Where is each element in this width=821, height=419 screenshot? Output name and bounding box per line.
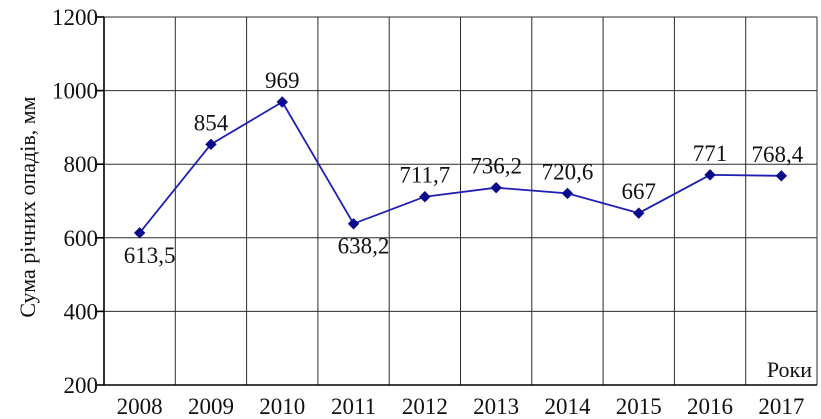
data-series bbox=[133, 96, 788, 239]
data-point bbox=[276, 96, 288, 108]
y-tick-label: 1200 bbox=[52, 5, 98, 30]
y-tick-label: 200 bbox=[64, 373, 99, 398]
data-label: 613,5 bbox=[124, 243, 176, 268]
x-tick-label: 2013 bbox=[473, 394, 519, 419]
data-point bbox=[490, 181, 502, 194]
y-axis-label: Сума річних опадів, мм bbox=[15, 96, 40, 317]
data-point bbox=[347, 218, 360, 230]
x-axis-label: Роки bbox=[767, 357, 812, 382]
x-tick-label: 2017 bbox=[758, 394, 804, 419]
data-label: 667 bbox=[622, 179, 657, 204]
x-tick-label: 2015 bbox=[616, 394, 662, 419]
data-point bbox=[133, 227, 146, 239]
axes bbox=[96, 16, 817, 386]
data-labels: 613,5 854 969 638,2 711,7 736,2 720,6 667 771 768… bbox=[124, 68, 804, 268]
data-label: 969 bbox=[265, 68, 300, 93]
tick-labels: 200 400 600 800 1000 1200 2008 2009 2010 2011 2012… bbox=[52, 5, 804, 419]
x-tick-label: 2014 bbox=[544, 394, 591, 419]
y-tick-label: 600 bbox=[64, 226, 99, 251]
data-label: 720,6 bbox=[542, 159, 594, 184]
x-tick-label: 2009 bbox=[188, 394, 234, 419]
data-point bbox=[633, 207, 645, 219]
series-line bbox=[138, 100, 782, 234]
y-tick-label: 400 bbox=[64, 299, 99, 324]
data-label: 638,2 bbox=[338, 234, 390, 259]
x-tick-label: 2008 bbox=[117, 394, 163, 419]
data-point bbox=[561, 187, 574, 200]
data-label: 768,4 bbox=[751, 142, 803, 167]
data-label: 854 bbox=[194, 110, 229, 135]
y-tick-label: 1000 bbox=[52, 79, 98, 104]
data-point bbox=[775, 170, 788, 182]
data-label: 736,2 bbox=[470, 154, 522, 179]
x-tick-label: 2011 bbox=[331, 394, 376, 419]
data-point bbox=[419, 190, 431, 203]
x-tick-label: 2012 bbox=[402, 394, 448, 419]
data-point bbox=[205, 138, 217, 151]
x-tick-label: 2010 bbox=[259, 394, 305, 419]
y-tick-label: 800 bbox=[64, 152, 99, 177]
data-label: 771 bbox=[693, 141, 728, 166]
grid bbox=[104, 16, 818, 385]
data-label: 711,7 bbox=[399, 163, 450, 188]
x-tick-label: 2016 bbox=[687, 394, 733, 419]
data-point bbox=[704, 169, 716, 181]
